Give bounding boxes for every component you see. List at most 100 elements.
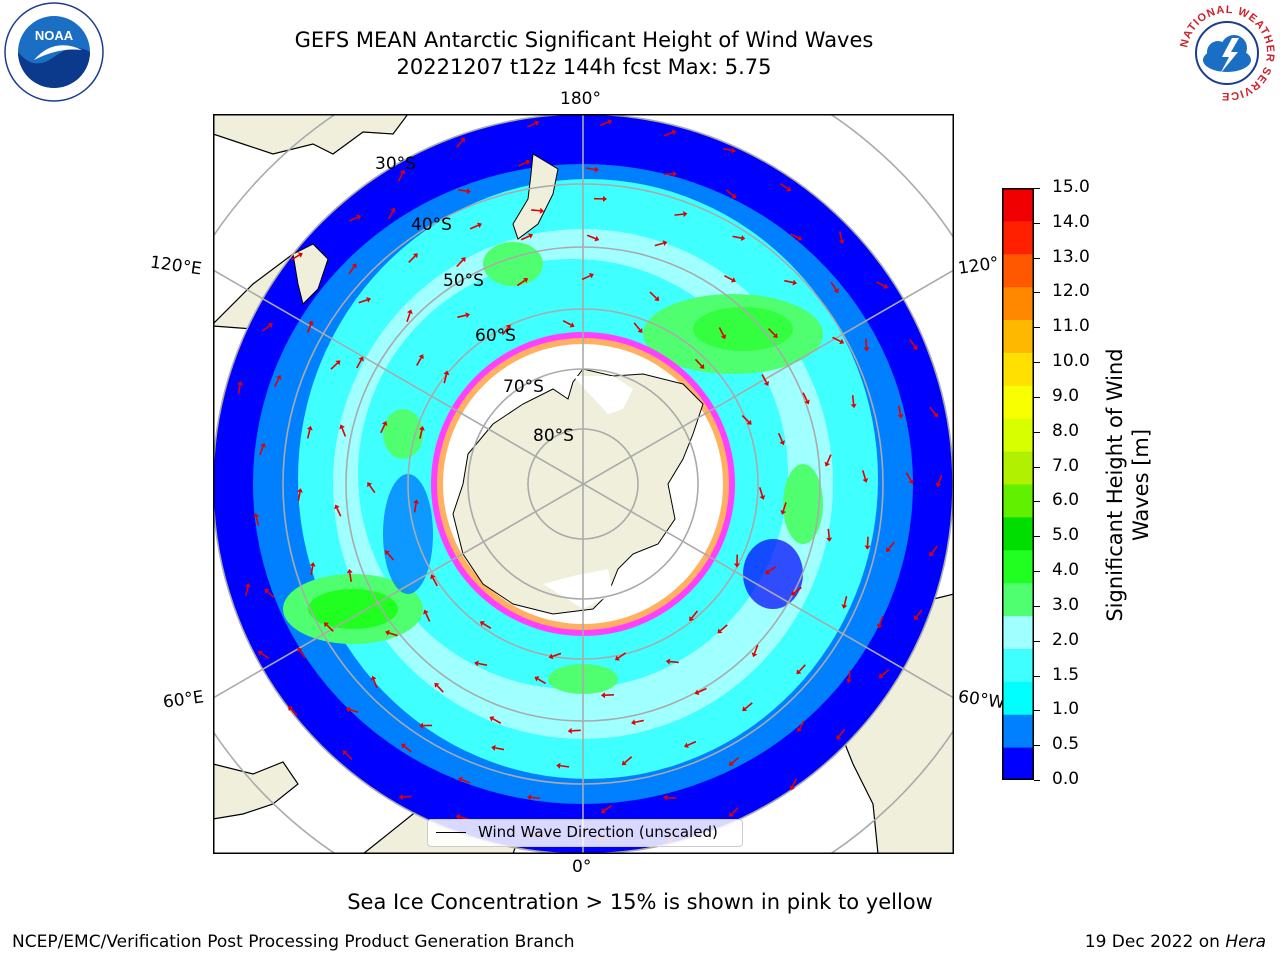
wind-arrow-head	[621, 760, 627, 766]
chart-subtitle-run: 20221207 t12z 144h fcst Max: 5.75	[396, 55, 772, 79]
wind-arrow-shaft	[492, 718, 502, 724]
wind-arrow-shaft	[562, 319, 572, 326]
wind-arrow-head	[430, 574, 436, 580]
colorbar-tick-label: 1.5	[1052, 664, 1080, 685]
wind-arrow-head	[366, 296, 371, 303]
wind-arrow-shaft	[697, 687, 707, 693]
colorbar-tick-label: 3.0	[1052, 594, 1080, 615]
wind-arrow-shaft	[457, 189, 468, 192]
wind-arrow-head	[370, 675, 377, 681]
wind-arrow-head	[381, 421, 388, 426]
wind-arrow-shaft	[388, 632, 398, 637]
wind-arrow-head	[460, 137, 465, 143]
colorbar-tick-mark	[1034, 640, 1040, 642]
wind-arrow-shaft	[520, 235, 530, 241]
wind-arrow-head	[297, 252, 303, 258]
wind-arrow-head	[602, 195, 608, 202]
wind-arrow-head	[466, 188, 471, 195]
colorbar-tick-label: 7.0	[1052, 455, 1080, 476]
wind-arrow-shaft	[402, 795, 412, 798]
wind-arrow-head	[671, 129, 677, 136]
colorbar-bin	[1002, 714, 1034, 748]
wind-arrow-shaft	[669, 660, 679, 664]
wind-arrow-head	[401, 743, 407, 749]
wind-arrow-head	[339, 424, 345, 430]
wind-arrow-shaft	[654, 242, 664, 247]
colorbar-bin	[1002, 549, 1034, 584]
wind-arrow-head	[908, 479, 914, 484]
wind-arrow-head	[886, 547, 891, 553]
wind-arrow-head	[826, 537, 833, 542]
wind-arrow-shaft	[798, 664, 806, 672]
wind-arrow-shaft	[581, 274, 591, 281]
wind-arrow-shaft	[861, 470, 867, 480]
colorbar-tick-mark	[1034, 710, 1040, 712]
wind-arrow-head	[455, 814, 461, 820]
wind-arrow-head	[796, 669, 802, 675]
colorbar-tick-label: 11.0	[1052, 316, 1090, 337]
colorbar-tick-mark	[1034, 536, 1040, 538]
wind-arrow-shaft	[599, 121, 609, 127]
colorbar-bin	[1002, 220, 1034, 255]
colorbar-tick-label: 4.0	[1052, 560, 1080, 581]
wind-arrow-shaft	[761, 374, 768, 383]
footer-host: Hera	[1225, 932, 1266, 952]
wind-arrow-head	[689, 616, 695, 622]
wind-arrow-shaft	[864, 338, 868, 348]
wind-arrow-shaft	[266, 590, 275, 599]
wind-arrow-shaft	[791, 778, 798, 788]
colorbar-tick-mark	[1034, 362, 1040, 364]
wind-arrow-head	[631, 719, 636, 726]
wind-arrow-head	[763, 380, 770, 386]
wind-arrow-head	[465, 312, 470, 319]
colorbar-tick-mark	[1034, 327, 1040, 329]
wind-arrow-head	[731, 193, 737, 199]
wind-arrow-shaft	[897, 405, 902, 415]
colorbar-border	[1002, 188, 1034, 780]
wind-arrow-shaft	[694, 358, 703, 367]
wind-arrow-head	[912, 345, 918, 351]
wind-arrow-shaft	[358, 299, 368, 304]
wind-arrow-shaft	[290, 708, 298, 717]
wind-arrow-shaft	[255, 516, 260, 526]
wind-arrow-head	[334, 504, 340, 510]
wind-arrow-shaft	[779, 183, 789, 190]
wind-arrow-shaft	[306, 429, 311, 439]
wind-arrow-shaft	[501, 327, 509, 336]
wind-arrow-shaft	[603, 804, 613, 812]
wind-arrow-shaft	[436, 685, 444, 693]
wind-arrow-shaft	[931, 545, 938, 554]
wind-arrow-shaft	[344, 752, 353, 760]
wind-arrow-head	[342, 750, 348, 756]
wind-arrow-shaft	[469, 224, 479, 230]
colorbar-tick-label: 15.0	[1052, 177, 1090, 197]
wind-arrow-shaft	[245, 586, 249, 596]
wind-arrow-head	[672, 170, 677, 177]
wind-arrow-shaft	[443, 374, 448, 384]
lat-label-40s: 40°S	[411, 215, 452, 235]
wind-arrow-head	[796, 727, 803, 733]
legend-line-icon	[436, 832, 466, 833]
wind-arrow-head	[717, 628, 723, 634]
wind-arrow-shaft	[571, 729, 581, 732]
wind-arrow-head	[588, 272, 594, 279]
chart-title: GEFS MEAN Antarctic Significant Height o…	[294, 28, 874, 52]
wind-arrow-shaft	[516, 279, 526, 287]
colorbar-tick-label: 9.0	[1052, 385, 1080, 406]
wind-arrow-shaft	[585, 167, 596, 171]
wind-arrow-shaft	[262, 324, 271, 332]
wind-arrow-shaft	[719, 624, 728, 632]
wind-arrow-shaft	[838, 231, 843, 241]
wind-arrow-head	[897, 413, 904, 419]
wind-arrow-shaft	[341, 427, 347, 437]
wind-arrow-shaft	[348, 266, 355, 275]
wind-arrow-head	[505, 324, 511, 330]
wind-arrow-shaft	[326, 624, 334, 632]
wind-arrow-head	[779, 440, 785, 446]
wind-arrow-shaft	[838, 728, 846, 738]
wind-arrow-shaft	[793, 586, 802, 594]
wind-arrow-head	[594, 166, 599, 173]
wind-arrow-shaft	[310, 565, 314, 576]
wind-arrow-shaft	[663, 131, 673, 137]
wind-arrow-head	[601, 808, 607, 814]
